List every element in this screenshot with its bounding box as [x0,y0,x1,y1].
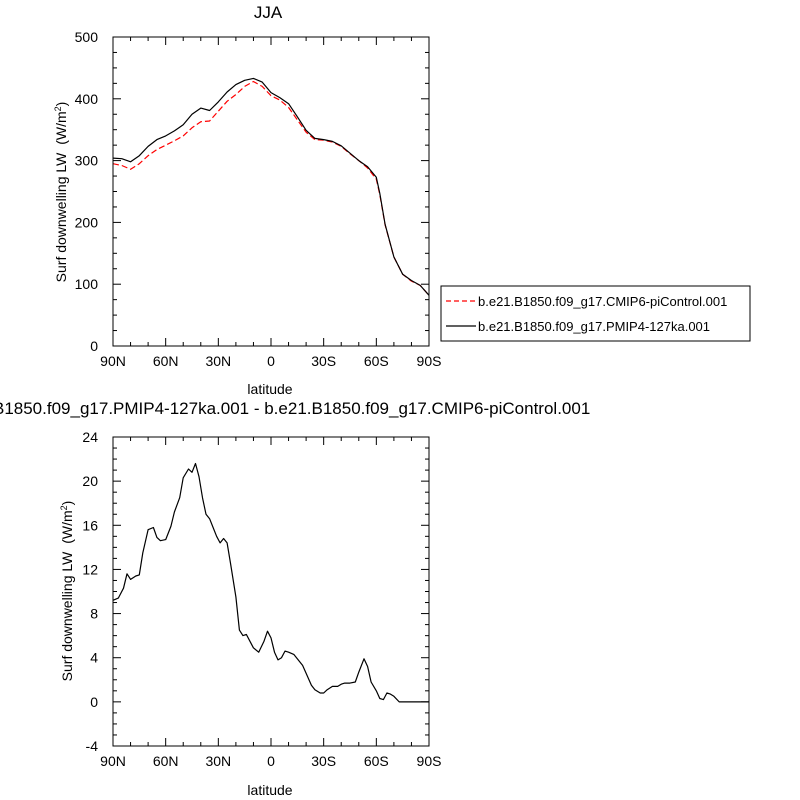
top-x-tick-label: 90N [100,353,126,369]
top-x-tick-label: 60S [364,353,389,369]
bottom-y-tick-label: 0 [90,694,98,710]
legend-box [440,285,751,342]
bottom-x-tick-label: 0 [267,753,275,769]
bottom-y-tick-label: -4 [86,738,99,754]
top-y-tick-label: 400 [75,91,99,107]
bottom-y-tick-label: 24 [82,429,98,445]
bottom-y-tick-label: 8 [90,606,98,622]
bottom-y-tick-label: 16 [82,517,98,533]
bottom-chart: b.e21.B1850.f09_g17.PMIP4-127ka.001 - b.… [0,399,590,798]
bottom-y-tick-label: 4 [90,650,98,666]
bottom-chart-title: b.e21.B1850.f09_g17.PMIP4-127ka.001 - b.… [0,399,590,418]
bottom-x-tick-label: 60N [153,753,179,769]
bottom-chart-lines [112,462,429,703]
bottom-y-tick-label: 20 [82,473,98,489]
top-x-tick-label: 60N [153,353,179,369]
top-x-tick-label: 90S [417,353,442,369]
bottom-x-tick-label: 30S [311,753,336,769]
legend-label-127ka: b.e21.B1850.f09_g17.PMIP4-127ka.001 [478,319,710,334]
bottom-chart-xlabel: latitude [247,782,292,798]
top-y-tick-label: 200 [75,214,99,230]
top-chart: JJA 90N 60N 30N 0 30S 60S 90S0100200300400500 … [53,3,441,397]
top-chart-xlabel: latitude [247,381,292,397]
top-x-tick-label: 30N [205,353,231,369]
bottom-x-tick-label: 90S [417,753,442,769]
bottom-x-tick-label: 90N [100,753,126,769]
top-series-line-1 [112,77,430,296]
top-chart-frame [112,36,430,347]
legend-label-picontrol: b.e21.B1850.f09_g17.CMIP6-piControl.001 [478,294,727,309]
bottom-x-tick-label: 60S [364,753,389,769]
top-y-tick-label: 0 [90,338,98,354]
top-x-tick-label: 30S [311,353,336,369]
bottom-chart-frame [112,436,430,747]
top-x-tick-label: 0 [267,353,275,369]
bottom-chart-ylabel: Surf downwelling LW (W/m2) [59,501,75,682]
bottom-y-tick-label: 12 [82,561,98,577]
top-chart-ylabel: Surf downwelling LW (W/m2) [53,102,69,283]
top-chart-lines [112,77,430,296]
top-chart-title: JJA [254,3,283,22]
top-y-tick-label: 100 [75,276,99,292]
top-series-line-0 [112,80,430,296]
top-y-tick-label: 500 [75,29,99,45]
top-chart-ticks: 90N 60N 30N 0 30S 60S 90S 0 100 200 300 400 500 [75,29,442,369]
bottom-series-line-0 [112,462,429,703]
legend: b.e21.B1850.f09_g17.CMIP6-piControl.001 … [440,285,751,342]
bottom-x-tick-label: 30N [205,753,231,769]
top-y-tick-label: 300 [75,153,99,169]
bottom-chart-ticks: 90N 60N 30N 0 30S 60S 90S -4 0 4 8 12 16 20 24 [82,429,441,769]
